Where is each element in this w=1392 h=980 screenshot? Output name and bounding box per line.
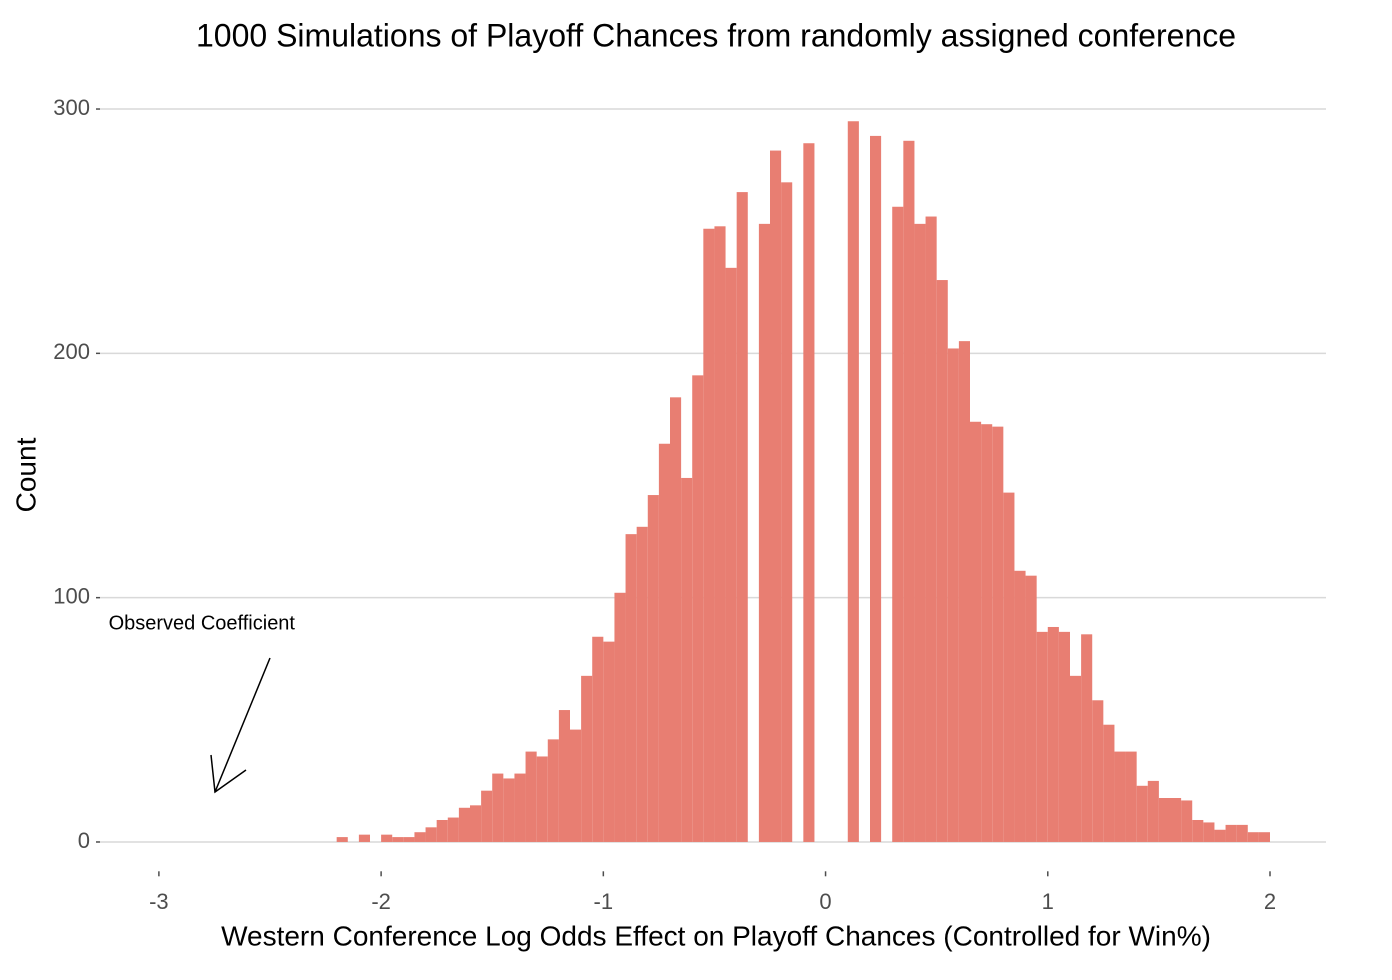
bar [636,526,648,842]
x-axis-label: Western Conference Log Odds Effect on Pl… [221,920,1211,951]
bar [1070,675,1082,842]
bar [381,834,393,842]
bar [725,267,737,842]
bar [681,477,693,842]
x-tick-label: -2 [371,889,391,914]
chart-title: 1000 Simulations of Playoff Chances from… [196,17,1236,53]
x-tick-label: 2 [1264,889,1276,914]
bar [447,817,459,842]
bar [714,226,726,842]
bar [1014,570,1026,842]
y-tick-label: 200 [53,339,90,364]
bar [781,182,793,842]
bar [1003,492,1015,842]
bar [614,592,626,842]
bar [503,778,515,842]
y-axis-label: Count [10,437,41,512]
bar [403,837,415,842]
bar [970,421,982,842]
bar [536,756,548,842]
bar [703,228,715,842]
bar [581,675,593,842]
bar [936,280,948,842]
bar [892,206,904,842]
bar [558,710,570,842]
bar [1025,575,1037,842]
bar [1236,824,1248,842]
bar [1114,751,1126,842]
bar [1036,631,1048,842]
bar [958,341,970,842]
bar [1125,751,1137,842]
bar [647,495,659,842]
y-tick-label: 0 [78,828,90,853]
bar [425,827,437,842]
bar [770,150,782,842]
bar [336,837,348,842]
bar [1103,724,1115,842]
bar [1158,798,1170,842]
x-tick-label: -1 [594,889,614,914]
bar [492,773,504,842]
bar [603,641,615,842]
bar [1258,832,1270,842]
bar [525,751,537,842]
bar [758,223,770,842]
bar [1247,832,1259,842]
bar [947,348,959,842]
bar [870,135,882,842]
bar [992,426,1004,842]
y-tick-label: 300 [53,95,90,120]
bar [547,739,559,842]
bar [625,534,637,842]
bar [1081,634,1093,842]
bar [925,216,937,842]
bar [1203,822,1215,842]
bar [1192,819,1204,842]
bar [436,819,448,842]
x-tick-label: 0 [819,889,831,914]
bar [1058,631,1070,842]
bar [847,121,859,842]
bar [1092,700,1104,842]
y-tick-label: 100 [53,583,90,608]
bar [736,192,748,842]
bar [481,790,493,842]
bar [414,832,426,842]
bar [1225,824,1237,842]
bar [458,807,470,842]
bar [592,636,604,842]
x-tick-label: -3 [149,889,169,914]
annotation: Observed Coefficient [109,612,296,634]
bar [358,834,370,842]
bar [1047,626,1059,842]
bar [1136,785,1148,842]
bar [1170,798,1182,842]
plot-area: 0 100 200 300 -3 -2 -1 0 1 2 [53,95,1326,914]
annotation-arrow [210,657,271,794]
bar [1214,829,1226,842]
bar [570,729,582,842]
bar [1147,780,1159,842]
bar [1181,800,1193,842]
bar [514,773,526,842]
bar [470,805,482,842]
bar [914,223,926,842]
bar [903,140,915,842]
bar [658,443,670,842]
bar [692,375,704,842]
bar [981,424,993,842]
bar [392,837,404,842]
bar [803,143,815,842]
x-tick-label: 1 [1042,889,1054,914]
bar [670,397,682,842]
